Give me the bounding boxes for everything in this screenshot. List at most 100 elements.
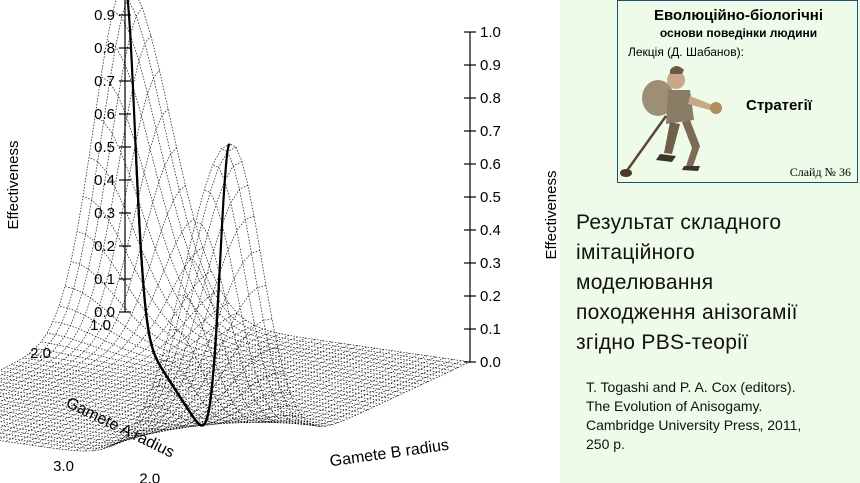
z-tick-label-right: 0.3 — [480, 255, 501, 272]
mesh-line-b — [0, 35, 152, 387]
mesh-line-b — [22, 328, 264, 445]
citation-line: Cambridge University Press, 2011, — [586, 417, 802, 433]
z-tick-label-left: 0.2 — [94, 238, 115, 255]
mesh-line-b — [169, 329, 410, 423]
mesh-line-b — [0, 270, 212, 423]
mesh-line-b — [74, 339, 315, 451]
x-tick-label: 2.0 — [30, 345, 51, 362]
z-tick-label-left: 0.3 — [94, 205, 115, 222]
hiker-illustration — [620, 66, 722, 177]
mesh-line-b — [117, 345, 359, 443]
mesh-line-b — [31, 331, 272, 446]
result-title-line: згідно PBS-теорії — [576, 331, 749, 354]
mesh-line-a — [0, 185, 249, 444]
mesh-line-a — [100, 76, 447, 374]
mesh-line-a — [0, 143, 231, 452]
citation-line: T. Togashi and P. A. Cox (editors). — [586, 379, 796, 395]
z-tick-label-left: 0.7 — [94, 73, 115, 90]
surface-plot: 1.00.90.80.70.60.50.40.30.20.10.01.00.90… — [0, 0, 560, 483]
z-tick-label-right: 0.9 — [480, 57, 501, 74]
topic-label: Стратегії — [746, 97, 813, 114]
mesh-line-a — [0, 374, 339, 424]
z-axis-label-left: Effectiveness — [5, 141, 22, 230]
mesh-line-a — [16, 361, 363, 413]
y-tick-label: 2.0 — [139, 471, 160, 483]
surface-mesh — [0, 0, 471, 452]
mesh-line-b — [221, 148, 462, 426]
slide-number: Слайд № 36 — [789, 165, 851, 179]
result-title-line: моделювання — [576, 271, 714, 294]
mesh-line-a — [0, 215, 255, 441]
result-title: Результат складного імітаційного моделюв… — [576, 208, 846, 358]
x-tick-label: 1.0 — [90, 317, 111, 334]
mesh-line-b — [134, 347, 376, 428]
mesh-line-a — [76, 230, 423, 385]
mesh-line-b — [65, 337, 307, 451]
x-axis-label: Gamete A radius — [63, 394, 177, 461]
z-tick-label-right: 1.0 — [480, 24, 501, 41]
z-tick-label-right: 0.2 — [480, 288, 501, 305]
y-axis-label: Gamete B radius — [329, 437, 450, 471]
mesh-line-b — [0, 147, 177, 403]
z-tick-label-right: 0.8 — [480, 90, 501, 107]
mesh-line-b — [212, 164, 453, 425]
mesh-line-b — [91, 341, 333, 452]
mesh-line-a — [94, 116, 441, 377]
mesh-line-b — [0, 185, 186, 408]
z-tick-label-left: 0.9 — [94, 7, 115, 24]
mesh-line-b — [109, 344, 350, 448]
mesh-line-a — [0, 318, 273, 434]
z-tick-label-left: 0.4 — [94, 172, 115, 189]
lecture-header: Еволюційно-біологічні основи поведінки л… — [617, 0, 858, 183]
lecture-line: Лекція (Д. Шабанов): — [628, 45, 744, 59]
mesh-line-a — [0, 385, 321, 427]
z-tick-label-left: 0.6 — [94, 106, 115, 123]
mesh-line-a — [0, 392, 309, 424]
mesh-line-b — [229, 143, 471, 427]
mesh-line-a — [22, 357, 369, 410]
mesh-line-b — [203, 189, 445, 424]
z-tick-label-right: 0.7 — [480, 123, 501, 140]
mesh-line-a — [138, 0, 471, 363]
result-title-line: Результат складного — [576, 211, 782, 234]
mesh-line-a — [0, 381, 327, 427]
z-tick-label-right: 0.1 — [480, 321, 501, 338]
citation-line: 250 p. — [586, 436, 625, 452]
y-tick-label: 3.0 — [53, 458, 74, 475]
mesh-line-a — [88, 156, 435, 380]
mesh-line-b — [126, 346, 367, 436]
mesh-line-a — [0, 348, 279, 432]
z-tick-label-left: 0.8 — [94, 40, 115, 57]
mesh-line-b — [0, 247, 203, 418]
mesh-line-b — [152, 350, 393, 424]
mesh-line-b — [195, 221, 436, 424]
mesh-line-b — [0, 302, 229, 434]
mesh-line-b — [0, 288, 221, 429]
mesh-line-b — [100, 342, 341, 451]
mesh-line-a — [64, 286, 411, 391]
z-tick-label-right: 0.6 — [480, 156, 501, 173]
z-tick-label-right: 0.4 — [480, 222, 501, 239]
z-tick-label-left: 0.5 — [94, 139, 115, 156]
citation: T. Togashi and P. A. Cox (editors). The … — [586, 378, 856, 454]
mesh-line-a — [0, 396, 303, 425]
mesh-line-b — [48, 334, 290, 448]
surface-contours — [126, 0, 231, 427]
mesh-line-a — [0, 388, 315, 426]
mesh-line-b — [186, 257, 428, 423]
result-title-line: імітаційного — [576, 241, 696, 264]
mesh-line-b — [160, 351, 402, 424]
mesh-line-a — [52, 321, 399, 396]
mesh-line-b — [178, 294, 419, 423]
mesh-line-b — [0, 0, 128, 376]
bold-curve — [126, 0, 231, 427]
z-tick-label-right: 0.5 — [480, 189, 501, 206]
course-title: Еволюційно-біологічні — [653, 7, 824, 24]
mesh-line-b — [0, 70, 160, 392]
mesh-line-a — [128, 0, 465, 366]
mesh-line-a — [0, 377, 333, 426]
mesh-line-a — [112, 10, 459, 368]
mesh-line-a — [10, 364, 357, 416]
citation-line: The Evolution of Anisogamy. — [586, 398, 763, 414]
mesh-line-b — [5, 319, 246, 442]
